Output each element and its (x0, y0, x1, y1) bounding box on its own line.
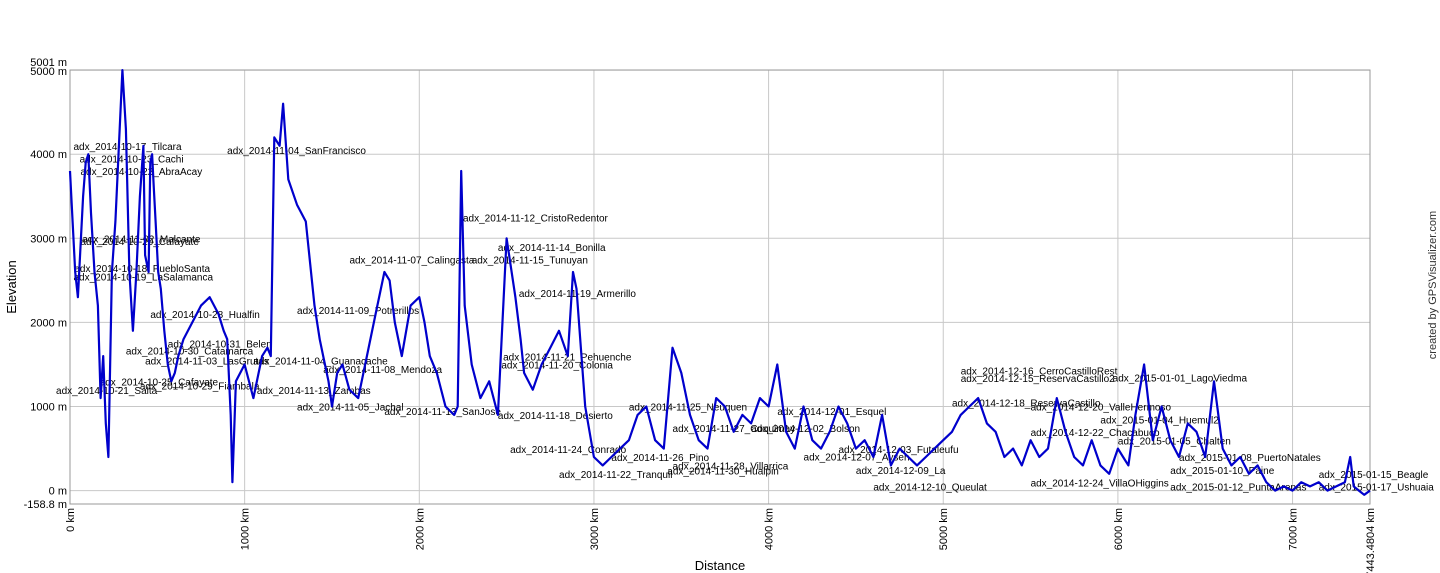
waypoint-label: adx_2014-10-23_Cachi (80, 155, 184, 166)
waypoint-label: adx_2014-12-15_ReservaCastillo2 (961, 374, 1115, 385)
waypoint-label: adx_2014-12-01_Esquel (777, 407, 886, 418)
waypoint-label: adx_2014-11-24_Conrado (510, 445, 626, 456)
waypoint-label: adx_2014-10-20_Cafayate (80, 237, 199, 248)
x-tick-label: 4000 km (764, 508, 776, 550)
x-tick-label: 0 km (65, 508, 77, 532)
y-tick-label: 5000 m (30, 66, 67, 78)
y-tick-label: 1000 m (30, 402, 67, 414)
waypoint-label: adx_2015-01-15_Beagle (1319, 470, 1429, 481)
waypoint-label: adx_2014-12-10_Queulat (873, 483, 987, 494)
waypoint-label: adx_2015-01-05_Chalten (1118, 436, 1231, 447)
waypoint-label: adx_2014-12-09_La (856, 466, 946, 477)
waypoint-label: adx_2014-10-31_Belen (168, 340, 272, 351)
waypoint-label: adx_2015-01-04_Huemul2 (1100, 415, 1219, 426)
y-tick-label: 4000 m (30, 149, 67, 161)
waypoint-label: adx_2014-11-13_Zambas (257, 386, 371, 397)
waypoint-label: adx_2014-11-14_Bonilla (498, 243, 606, 254)
waypoint-label: adx_2014-10-21_Salta (56, 386, 158, 397)
waypoint-label: adx_2015-01-08_PuertoNatales (1179, 453, 1321, 464)
plot-area-border (69, 69, 1371, 505)
waypoint-label: adx_2015-01-17_Ushuaia (1319, 483, 1435, 494)
waypoint-label: adx_2014-12-22_Chacabuco (1031, 428, 1160, 439)
x-tick-label: 5000 km (938, 508, 950, 550)
waypoint-labels: adx_2014-10-17_Tilcara adx_2014-10-23_Cac… (56, 142, 1434, 494)
waypoint-label: adx_2014-11-03_LasGrutas (145, 356, 269, 367)
waypoint-label: adx_2014-11-04_Guanacache (253, 356, 388, 367)
waypoint-label: adx_2014-10-25_Cafayate (100, 378, 219, 389)
waypoint-label: adx_2014-11-15_Tunuyan (472, 256, 588, 267)
waypoint-label: adx_2014-11-26_Pino (611, 453, 709, 464)
waypoint-label: adx_2014-11-12_CristoRedentor (463, 213, 609, 224)
waypoint-label: adx_2014-11-07_Calingasta (349, 256, 474, 267)
waypoint-label: adx_2014-12-02_Bolson (751, 424, 860, 435)
waypoint-label: adx_2014-11-02_Malcante (82, 235, 201, 246)
waypoint-label: adx_2014-11-30_Hualpin (667, 467, 779, 478)
y-axis-title: Elevation (4, 260, 19, 313)
x-tick-label: 2000 km (414, 508, 426, 550)
waypoint-label: adx_2014-10-28_Hualfin (150, 310, 260, 321)
x-tick-label: 7000 km (1288, 508, 1300, 550)
waypoint-label: adx_2014-12-16_CerroCastilloRest (961, 367, 1118, 378)
y-tick-label: 3000 m (30, 233, 67, 245)
waypoint-label: adx_2014-10-29_Fiambala (140, 382, 260, 393)
waypoint-label: adx_2014-10-17_Tilcara (73, 142, 181, 153)
waypoint-label: adx_2014-12-18_ReservaCastillo (952, 399, 1101, 410)
x-tick-label: 6000 km (1113, 508, 1125, 550)
y-tick-label: 2000 m (30, 317, 67, 329)
waypoint-label: adx_2014-12-24_VillaOHiggins (1031, 478, 1169, 489)
waypoint-label: adx_2014-11-08_Mendoza (323, 365, 442, 376)
x-axis-ticks: 0 km 1000 km 2000 km 3000 km 4000 km 5000 km 6… (65, 508, 1377, 573)
waypoint-label: adx_2014-12-20_ValleHermoso (1031, 403, 1172, 414)
waypoint-label: adx_2015-01-10_Paine (1170, 466, 1274, 477)
x-tick-label: 1000 km (240, 508, 252, 550)
y-tick-label: 0 m (49, 486, 67, 498)
y-tick-label: -158.8 m (24, 499, 67, 511)
x-axis-title: Distance (695, 558, 746, 573)
waypoint-label: adx_2014-11-20_Colonia (501, 361, 613, 372)
waypoint-label: adx_2014-11-09_Potrerillos (297, 306, 419, 317)
waypoint-label: adx_2014-10-19_LaSalamanca (73, 272, 213, 283)
waypoint-label: adx_2014-11-18_Desierto (498, 411, 613, 422)
waypoint-label: adx_2014-12-07_Aysen (804, 452, 910, 463)
x-tick-label: 3000 km (589, 508, 601, 550)
credit-text: created by GPSVisualizer.com (1427, 211, 1439, 359)
x-tick-label: 7443.4804 km (1365, 508, 1377, 573)
waypoint-label: adx_2014-11-04_SanFrancisco (227, 146, 366, 157)
waypoint-label: adx_2014-11-28_Villarrica (673, 462, 789, 473)
waypoint-label: adx_2014-10-30_Catamarca (126, 346, 254, 357)
waypoint-label: adx_2014-11-22_Tranquil (559, 470, 672, 481)
waypoint-label: adx_2014-10-18_PuebloSanta (74, 264, 210, 275)
waypoint-label: adx_2015-01-01_LagoViedma (1113, 373, 1248, 384)
waypoint-label: adx_2014-11-21_Pehuenche (503, 352, 632, 363)
waypoint-label: adx_2014-11-13_SanJose (384, 407, 501, 418)
y-tick-label: 5001 m (30, 57, 67, 69)
waypoint-label: adx_2015-01-12_PuntaArenas (1170, 483, 1306, 494)
elevation-series-line (68, 69, 1371, 496)
waypoint-label: adx_2014-11-05_Jachal (297, 403, 404, 414)
